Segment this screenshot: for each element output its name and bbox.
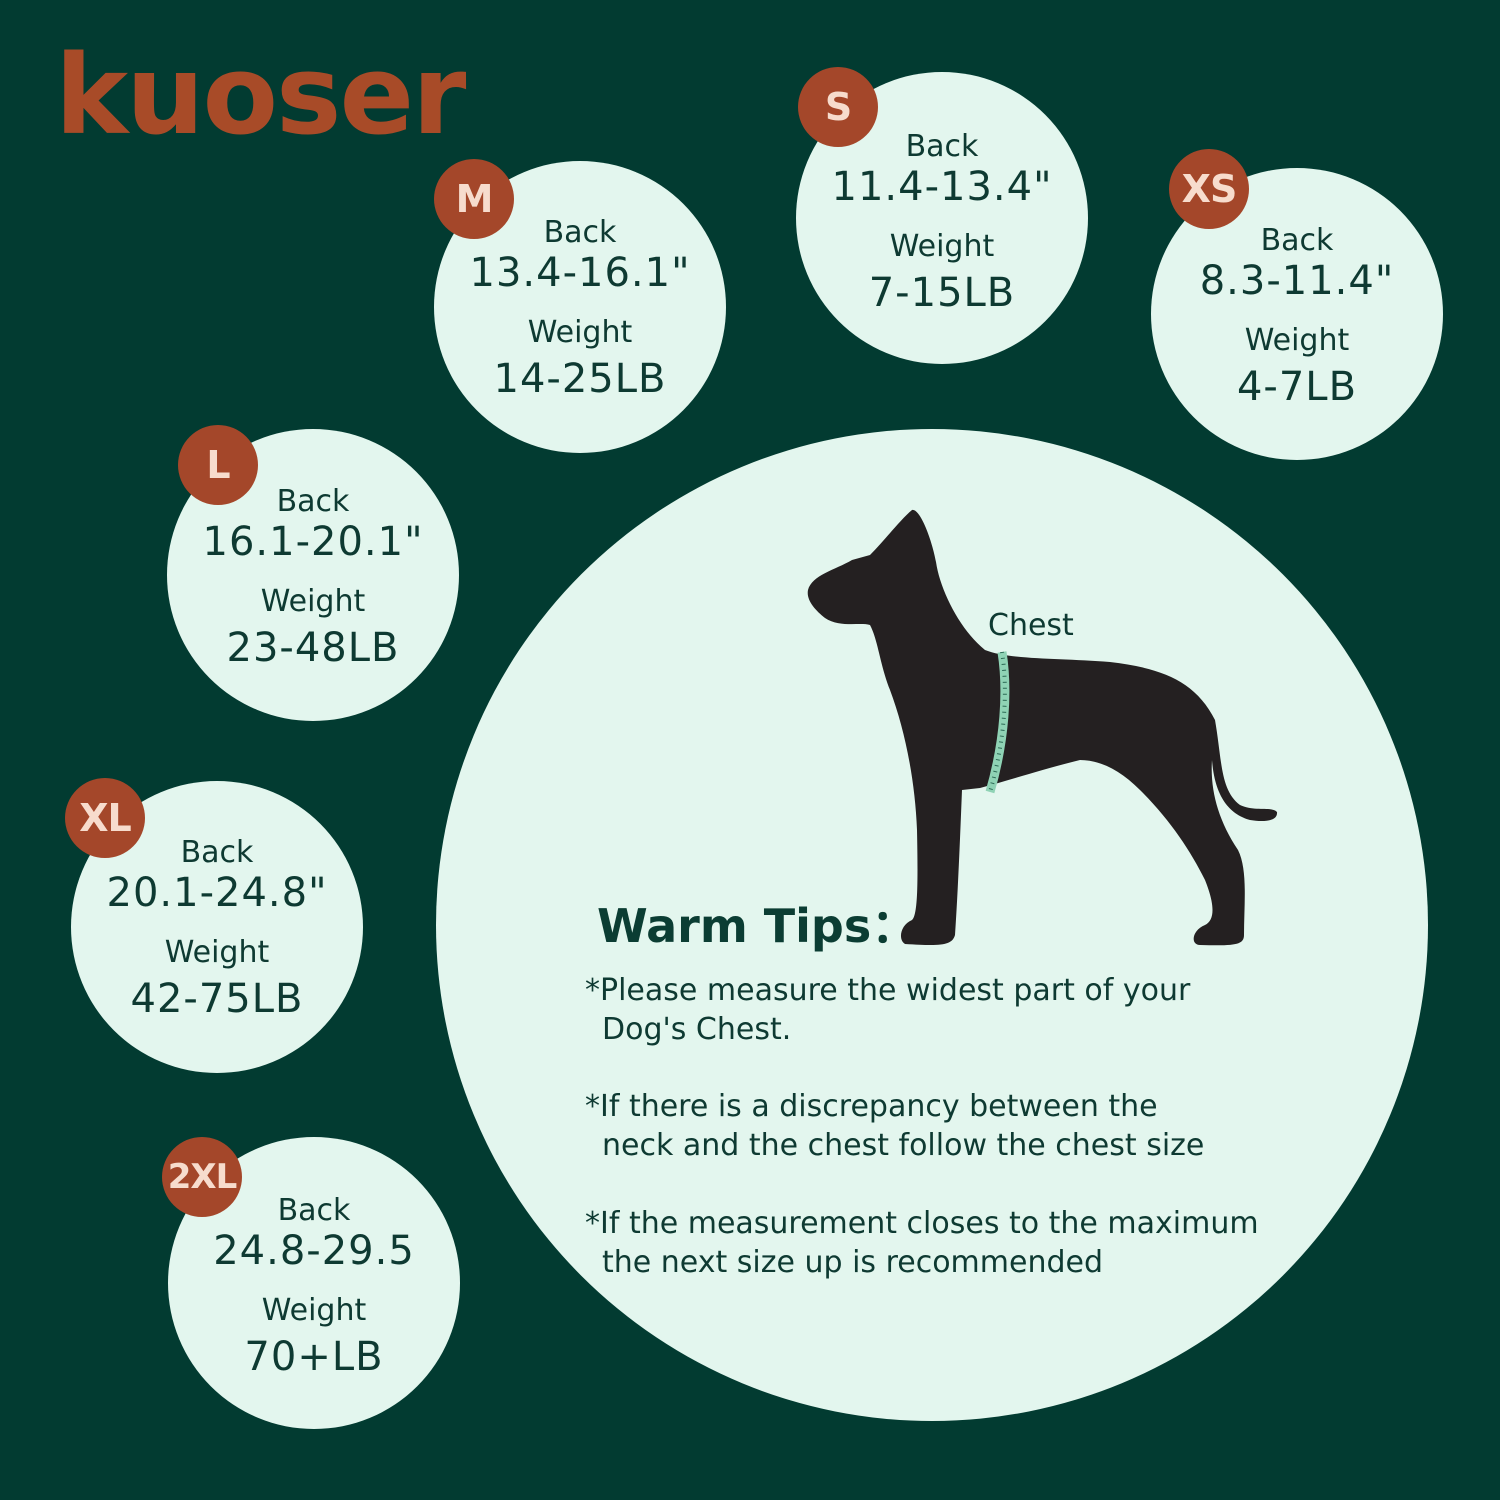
- size-badge-l: L: [178, 425, 258, 505]
- tip-line: *Please measure the widest part of your: [585, 973, 1191, 1008]
- weight-label: Weight: [261, 1293, 367, 1328]
- back-label: Back: [905, 129, 979, 164]
- weight-value: 4-7LB: [1236, 364, 1358, 410]
- size-badge-xl: XL: [65, 778, 145, 858]
- back-value: 20.1-24.8": [106, 870, 328, 916]
- weight-value: 7-15LB: [868, 270, 1016, 316]
- tip-line: *If the measurement closes to the maximu…: [585, 1206, 1259, 1241]
- size-card-xl: Back 20.1-24.8" Weight 42-75LB: [71, 781, 363, 1073]
- weight-label: Weight: [260, 584, 366, 619]
- chest-label: Chest: [988, 608, 1074, 643]
- back-label: Back: [180, 835, 254, 870]
- tip-item: *Please measure the widest part of your …: [585, 971, 1190, 1049]
- weight-value: 23-48LB: [226, 625, 400, 671]
- tip-line: Dog's Chest.: [602, 1012, 792, 1047]
- tip-item: *If the measurement closes to the maximu…: [585, 1204, 1259, 1282]
- size-badge-s: S: [798, 67, 878, 147]
- back-label: Back: [1260, 223, 1334, 258]
- back-label: Back: [543, 215, 617, 250]
- weight-value: 42-75LB: [130, 976, 304, 1022]
- back-label: Back: [277, 1193, 351, 1228]
- tip-line: the next size up is recommended: [602, 1245, 1104, 1280]
- weight-label: Weight: [889, 229, 995, 264]
- tips-title: Warm Tips：: [597, 899, 918, 953]
- weight-label: Weight: [1244, 323, 1350, 358]
- back-value: 8.3-11.4": [1199, 258, 1395, 304]
- weight-label: Weight: [164, 935, 270, 970]
- size-card-2xl: Back 24.8-29.5 Weight 70+LB: [168, 1137, 460, 1429]
- weight-value: 14-25LB: [493, 356, 667, 402]
- dog-body: [807, 509, 1278, 946]
- weight-label: Weight: [527, 315, 633, 350]
- size-badge-2xl: 2XL: [162, 1137, 242, 1217]
- brand-logo: kuoser: [55, 31, 466, 159]
- size-badge-m: M: [434, 159, 514, 239]
- measuring-tape-icon: [985, 651, 1010, 794]
- size-badge-xs: XS: [1169, 149, 1249, 229]
- back-value: 16.1-20.1": [202, 519, 424, 565]
- back-value: 11.4-13.4": [831, 164, 1053, 210]
- weight-value: 70+LB: [244, 1334, 384, 1380]
- back-label: Back: [276, 484, 350, 519]
- tip-line: neck and the chest follow the chest size: [602, 1128, 1205, 1163]
- back-value: 24.8-29.5: [213, 1228, 415, 1274]
- back-value: 13.4-16.1": [469, 250, 691, 296]
- tip-item: *If there is a discrepancy between the n…: [585, 1087, 1204, 1165]
- tip-line: *If there is a discrepancy between the: [585, 1089, 1158, 1124]
